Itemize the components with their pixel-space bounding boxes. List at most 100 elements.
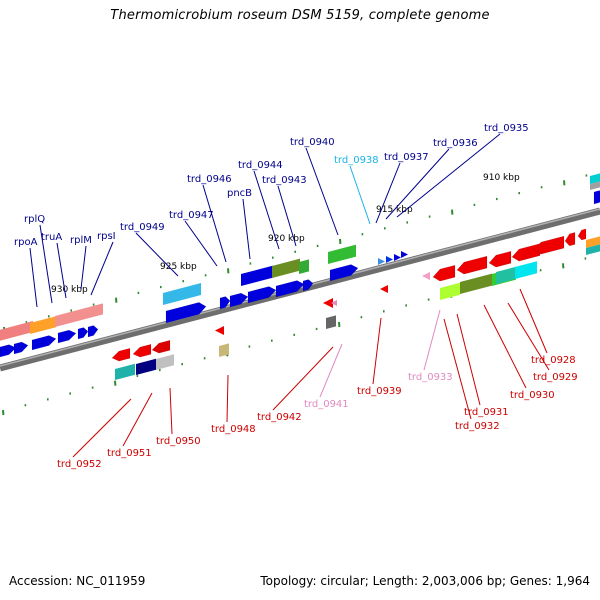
- gene-arrow-blue-left-1: [13, 341, 29, 355]
- gene-box-teal-0930: [496, 266, 518, 284]
- leader-line-trd_0948: [226, 374, 229, 423]
- gene-arrow-red-right-5: [564, 232, 576, 247]
- leader-line-trd_0946: [202, 184, 227, 263]
- gene-label-rpsI: rpsI: [97, 231, 116, 242]
- gene-box-salmon-2: [55, 303, 103, 327]
- gene-arrow-blue-0939: [329, 264, 359, 282]
- leader-line-trd_0940: [305, 147, 339, 236]
- gene-marker-blue-0938b: [386, 256, 393, 263]
- leader-line-trd_0952: [72, 398, 132, 458]
- gene-label-trd_0951: trd_0951: [107, 448, 152, 459]
- gene-label-trd_0939: trd_0939: [357, 386, 402, 397]
- gene-arrow-red-left-3: [151, 339, 171, 354]
- gene-arrow-blue-left-5: [87, 325, 99, 338]
- leader-line-trd_0933: [423, 309, 441, 371]
- gene-label-trd_0943: trd_0943: [262, 175, 307, 186]
- gene-label-trd_0937: trd_0937: [384, 152, 429, 163]
- gene-arrow-blue-left-0: [0, 344, 17, 358]
- scale-label-kbp-910: 910 kbp: [483, 173, 520, 183]
- leader-line-trd_0944: [253, 170, 280, 250]
- gene-arrow-blue-left-2: [31, 335, 57, 351]
- gene-box-cyan-edge: [590, 172, 600, 184]
- leader-line-trd_0936: [385, 148, 450, 220]
- gene-label-rpoA: rpoA: [14, 237, 38, 248]
- gene-arrow-red-right-1: [456, 255, 488, 275]
- leader-line-trd_0935: [396, 133, 501, 218]
- gene-box-olive-0931: [460, 273, 492, 294]
- gene-label-trd_0928: trd_0928: [531, 355, 576, 366]
- gene-label-trd_0949: trd_0949: [120, 222, 165, 233]
- gene-arrow-blue-925: [165, 302, 207, 324]
- gene-label-trd_0931: trd_0931: [464, 407, 509, 418]
- leader-line-trd_0951: [122, 392, 153, 447]
- leader-line-trd_0943: [277, 185, 297, 247]
- gene-box-navy-0951: [136, 358, 156, 375]
- gene-label-rplM: rplM: [70, 235, 92, 246]
- gene-arrow-blue-pncB: [229, 292, 249, 308]
- leader-line-rplM: [80, 245, 87, 290]
- gene-arrow-red-far: [577, 228, 587, 241]
- gene-label-trd_0946: trd_0946: [187, 174, 232, 185]
- upper-tick-row: [3, 174, 588, 333]
- gene-marker-blue-0937: [394, 254, 401, 261]
- gene-marker-blue-0938a: [378, 258, 385, 265]
- gene-label-trd_0933: trd_0933: [408, 372, 453, 383]
- gene-box-teal-0952: [115, 363, 135, 380]
- gene-arrow-blue-edge: [593, 190, 600, 205]
- genome-summary-text: Topology: circular; Length: 2,003,006 bp…: [260, 574, 590, 588]
- gene-box-cyan-0929: [515, 261, 537, 279]
- gene-marker-red-0948: [215, 326, 224, 335]
- gene-label-trd_0941: trd_0941: [304, 399, 349, 410]
- gene-box-salmon-1: [0, 321, 33, 342]
- leader-line-rpsI: [90, 241, 114, 296]
- gene-label-rplQ: rplQ: [24, 214, 45, 225]
- leader-line-trd_0950: [169, 387, 173, 435]
- gene-arrow-red-right-4: [533, 235, 565, 255]
- gene-label-trd_0932: trd_0932: [455, 421, 500, 432]
- leader-line-trd_0949: [135, 232, 179, 277]
- gene-marker-pink-0933: [422, 272, 430, 280]
- gene-arrow-red-right-0: [432, 264, 456, 282]
- gene-label-trd_0938: trd_0938: [334, 155, 379, 166]
- accession-text: Accession: NC_011959: [9, 574, 146, 588]
- leader-line-trd_0930: [483, 304, 527, 389]
- leader-line-truA: [56, 242, 67, 299]
- gene-label-trd_0950: trd_0950: [156, 436, 201, 447]
- leader-line-trd_0942: [272, 346, 334, 411]
- gene-box-grey-edge: [590, 180, 600, 190]
- gene-label-pncB: pncB: [227, 188, 252, 199]
- leader-line-trd_0931: [456, 313, 481, 406]
- genome-backbone: [0, 207, 600, 372]
- leader-line-rplQ: [39, 224, 53, 304]
- gene-marker-pink-0941: [331, 300, 337, 306]
- gene-arrow-blue-left-4: [77, 327, 89, 340]
- gene-marker-blue-0936: [401, 251, 408, 258]
- gene-label-trd_0948: trd_0948: [211, 424, 256, 435]
- gene-arrow-blue-920b: [275, 280, 305, 298]
- gene-label-trd_0929: trd_0929: [533, 372, 578, 383]
- gene-box-lime-0932: [440, 282, 460, 300]
- leader-line-trd_0939: [372, 317, 382, 385]
- gene-box-grey-0941: [326, 315, 336, 329]
- gene-label-trd_0942: trd_0942: [257, 412, 302, 423]
- leader-line-trd_0929: [507, 302, 550, 371]
- gene-label-trd_0944: trd_0944: [238, 160, 283, 171]
- leader-line-rpoA: [29, 247, 38, 308]
- gene-box-khaki-0948: [219, 343, 229, 357]
- gene-box-olive-0943: [272, 258, 300, 278]
- scale-label-kbp-925: 925 kbp: [160, 262, 197, 272]
- gene-arrow-red-right-3: [511, 243, 541, 262]
- gene-arrow-blue-920a: [247, 286, 277, 304]
- leader-line-trd_0928: [519, 288, 548, 354]
- gene-label-trd_0935: trd_0935: [484, 123, 529, 134]
- gene-box-green-0943: [299, 259, 309, 274]
- gene-arrow-blue-left-3: [57, 329, 77, 344]
- gene-label-trd_0947: trd_0947: [169, 210, 214, 221]
- gene-box-blue-0944: [241, 265, 273, 286]
- gene-arrow-red-left-2: [132, 343, 152, 358]
- gene-label-truA: truA: [41, 232, 62, 243]
- scale-label-kbp-930: 930 kbp: [51, 285, 88, 295]
- gene-arrow-red-left-1: [111, 347, 131, 362]
- gene-arrow-red-right-2: [488, 250, 512, 268]
